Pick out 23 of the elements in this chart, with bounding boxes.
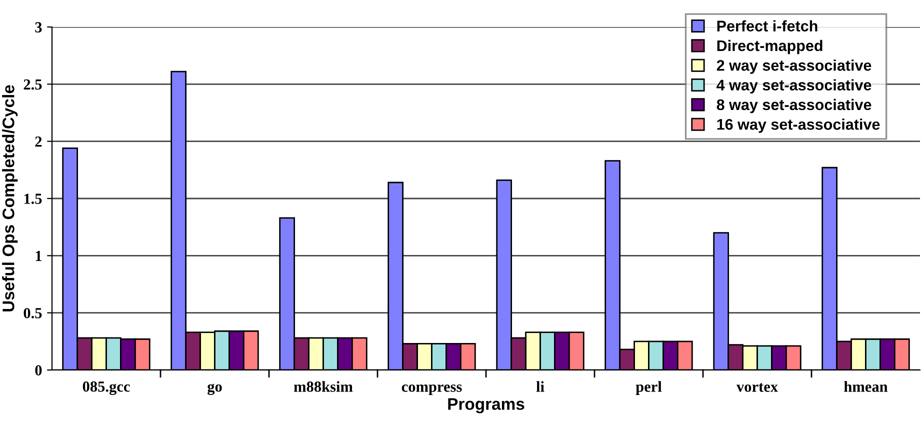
y-tick-label: 3	[35, 22, 42, 32]
legend-label: Perfect i-fetch	[717, 20, 818, 32]
x-tick-label: m88ksim	[294, 381, 353, 392]
x-tick-label: hmean	[844, 381, 888, 392]
x-tick-label: perl	[636, 381, 662, 395]
x-tick-label: compress	[402, 384, 462, 395]
legend-label: Direct-mapped	[717, 40, 822, 54]
y-tick-label: 2.5	[24, 79, 42, 90]
legend-label: 4 way set-associative	[716, 79, 872, 94]
y-tick-label: 1.5	[24, 194, 42, 204]
y-tick-label: 0.5	[24, 308, 42, 318]
y-axis-title: Useful Ops Completed/Cycle	[2, 85, 18, 312]
x-tick-label: li	[536, 381, 544, 392]
legend-label: 8 way set-associative	[716, 98, 872, 114]
x-tick-label: vortex	[736, 383, 778, 392]
legend-label: 2 way set-associative	[716, 60, 872, 74]
y-tick-label: 1	[36, 250, 42, 261]
legend-label: 16 way set-associative	[717, 118, 880, 133]
y-tick-label: 0	[35, 365, 42, 376]
x-tick-label: 085.gcc	[82, 381, 130, 395]
y-tick-label: 2	[35, 136, 42, 147]
x-tick-label: go	[208, 384, 222, 395]
x-axis-title: Programs	[448, 398, 524, 414]
